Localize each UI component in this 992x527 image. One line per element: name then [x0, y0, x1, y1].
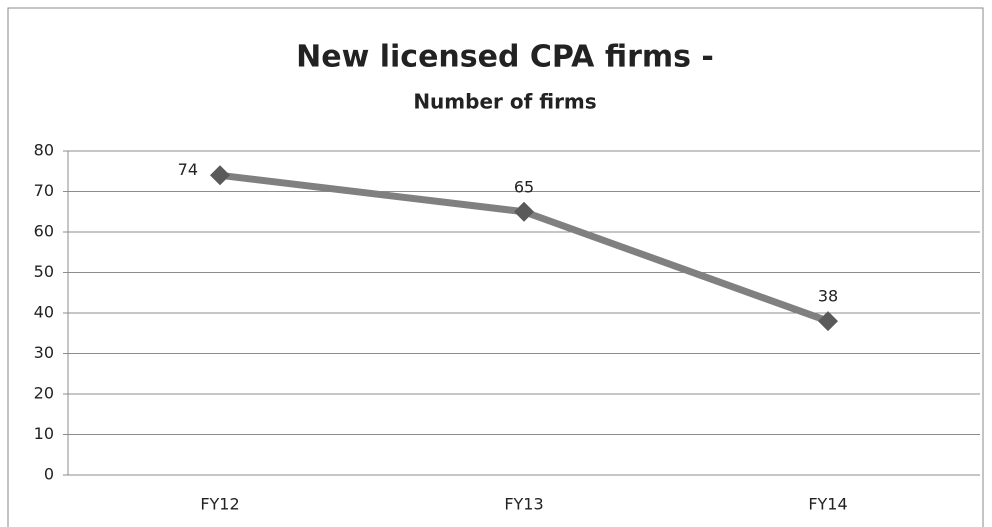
y-tick-label: 80: [34, 141, 54, 160]
y-tick-label: 50: [34, 262, 54, 281]
y-tick-label: 60: [34, 222, 54, 241]
y-tick-label: 20: [34, 384, 54, 403]
data-marker: [818, 311, 838, 332]
y-tick-label: 70: [34, 181, 54, 200]
x-tick-label: FY13: [504, 495, 543, 514]
chart-border: [7, 7, 984, 527]
y-tick-label: 10: [34, 424, 54, 443]
data-label: 38: [818, 287, 838, 306]
y-tick-label: 30: [34, 343, 54, 362]
data-label: 65: [514, 177, 534, 196]
y-tick-label: 40: [34, 303, 54, 322]
chart-subtitle: Number of firms: [413, 90, 596, 114]
chart-title: New licensed CPA firms -: [296, 40, 714, 75]
data-marker: [514, 201, 534, 222]
data-marker: [210, 165, 230, 186]
x-tick-label: FY12: [200, 495, 239, 514]
data-label: 74: [178, 160, 198, 179]
y-tick-label: 0: [44, 465, 54, 484]
x-tick-label: FY14: [808, 495, 847, 514]
